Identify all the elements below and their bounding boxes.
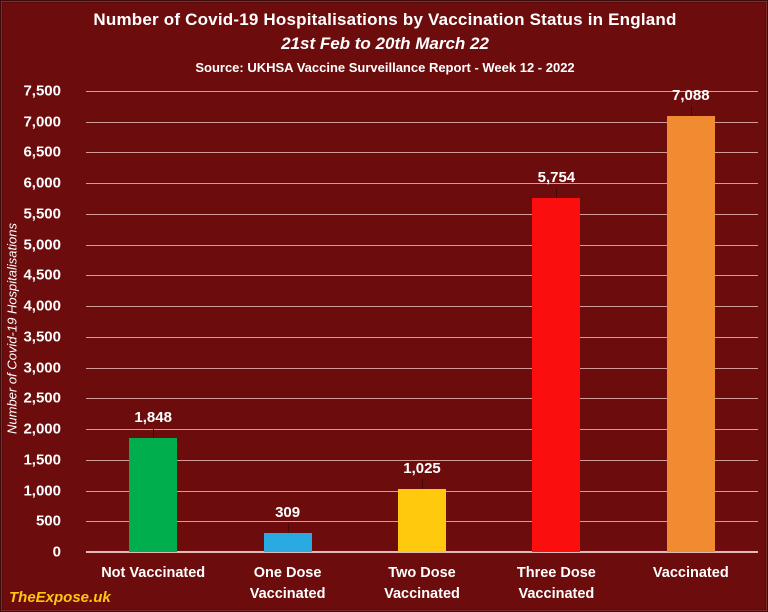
gridline: [86, 367, 758, 369]
gridline: [86, 121, 758, 123]
gridline: [86, 183, 758, 185]
chart-title: Number of Covid-19 Hospitalisations by V…: [93, 10, 677, 29]
y-tick-label: 5,000: [23, 236, 61, 254]
gridline: [86, 91, 758, 92]
data-label-leader-line: [556, 188, 558, 198]
gridline: [86, 398, 758, 400]
gridline: [86, 244, 758, 246]
data-label: 7,088: [672, 87, 710, 104]
data-label-leader-line: [287, 523, 289, 533]
x-category-label: One Dose Vaccinated: [249, 565, 326, 602]
y-tick-label: 500: [35, 512, 61, 530]
bar-one-dose-vaccinated: [263, 533, 312, 552]
y-tick-label: 2,000: [23, 420, 61, 438]
y-tick-label: 4,500: [23, 266, 61, 284]
watermark: TheExpose.uk: [9, 589, 111, 606]
y-tick-label: 7,000: [23, 113, 61, 131]
gridline: [86, 459, 758, 461]
plot-area: Number of Covid-19 Hospitalisations 0 500…: [5, 83, 758, 602]
bar-two-dose-vaccinated: [398, 489, 446, 552]
y-tick-label: 2,500: [23, 389, 61, 407]
x-axis-line: [86, 551, 758, 553]
chart-subtitle: 21st Feb to 20th March 22: [281, 34, 489, 53]
data-label: 1,025: [403, 460, 441, 477]
data-label-leader-line: [153, 428, 155, 438]
gridline: [86, 336, 758, 338]
bar-vaccinated: [666, 116, 715, 552]
y-tick-label: 4,000: [23, 297, 61, 315]
gridline: [86, 152, 758, 154]
x-category-label: Not Vaccinated: [101, 565, 206, 581]
x-category-label: Three Dose Vaccinated: [516, 565, 596, 602]
y-tick-label: 6,000: [23, 174, 61, 192]
y-tick-label: 3,500: [23, 328, 61, 346]
y-tick-label: 1,000: [23, 482, 61, 500]
y-tick-label: 6,500: [23, 143, 61, 161]
data-label: 309: [275, 504, 301, 521]
data-label: 1,848: [134, 409, 172, 426]
gridline: [86, 275, 758, 277]
gridline: [86, 429, 758, 431]
gridline: [86, 213, 758, 215]
y-tick-label: 1,500: [23, 451, 61, 469]
data-label: 5,754: [537, 169, 576, 186]
x-category-label: Vaccinated: [652, 565, 729, 581]
y-tick-label: 0: [52, 543, 61, 561]
chart-source: Source: UKHSA Vaccine Surveillance Repor…: [195, 60, 575, 75]
y-tick-label: 7,500: [23, 82, 61, 100]
bar-three-dose-vaccinated: [532, 198, 581, 552]
data-label-leader-line: [422, 479, 423, 489]
x-category-label: Two Dose Vaccinated: [384, 565, 460, 602]
data-label-leader-line: [690, 106, 692, 116]
y-tick-label: 3,000: [23, 359, 61, 377]
bar-not-vaccinated: [129, 438, 178, 552]
y-tick-label: 5,500: [23, 205, 61, 223]
gridline: [86, 306, 758, 308]
